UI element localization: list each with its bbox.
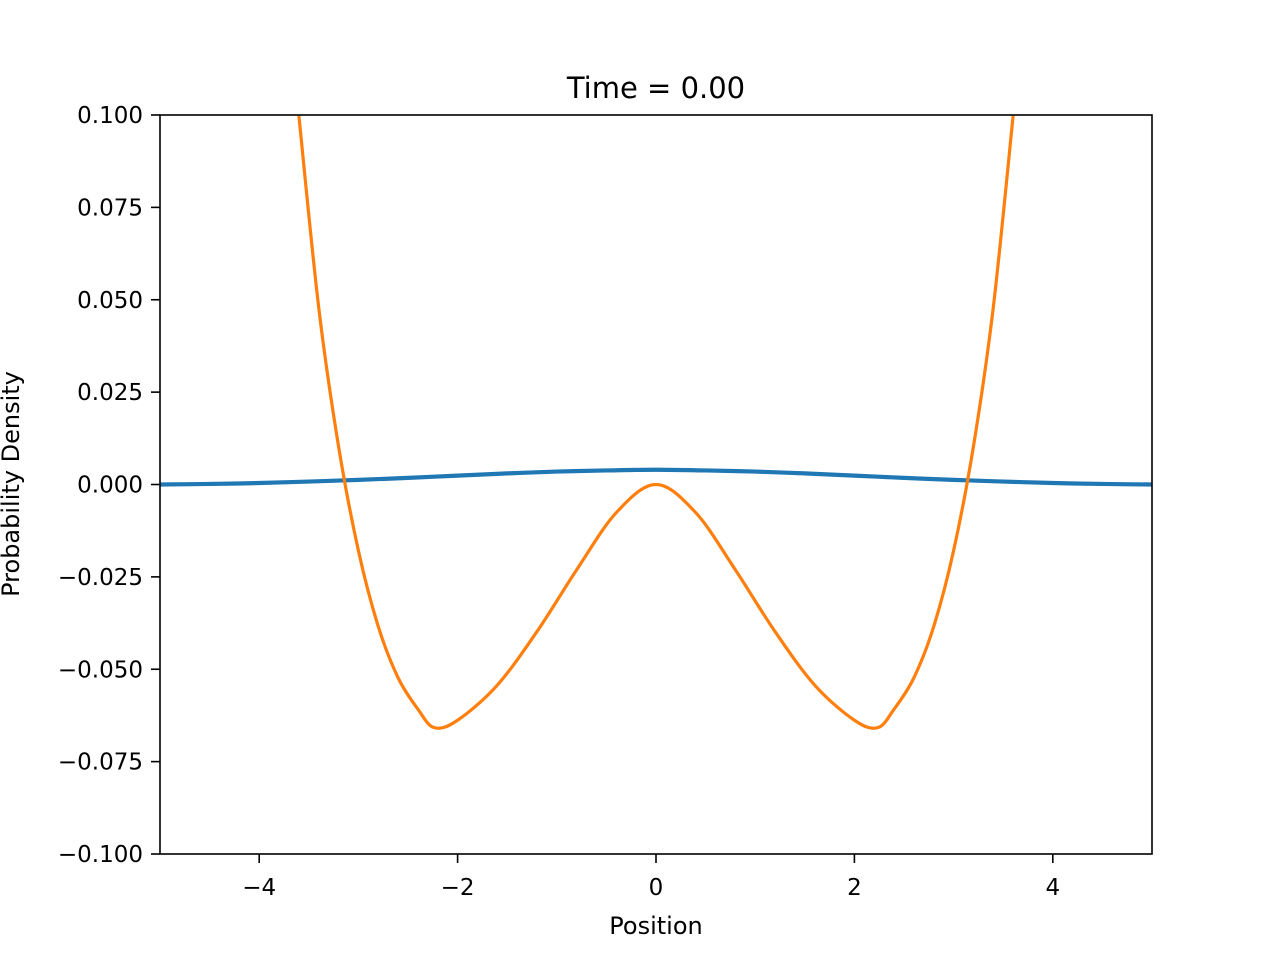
series-line-2 — [297, 115, 1015, 730]
y-tick-label: 0.000 — [77, 473, 143, 499]
y-tick-label: 0.075 — [77, 195, 143, 221]
x-tick-label: 4 — [1045, 875, 1060, 901]
y-tick-label: 0.025 — [77, 380, 143, 406]
x-axis-ticks: −4 −2 0 2 4 — [242, 854, 1060, 901]
x-axis-label: Position — [609, 912, 702, 940]
x-tick-label: 0 — [649, 875, 664, 901]
y-tick-label: −0.075 — [58, 750, 143, 776]
y-tick-label: −0.050 — [58, 657, 143, 683]
x-tick-label: 2 — [847, 875, 862, 901]
y-axis-label: Probability Density — [0, 371, 25, 597]
y-tick-label: 0.100 — [77, 103, 143, 129]
x-tick-label: −4 — [242, 875, 276, 901]
y-tick-label: −0.100 — [58, 842, 143, 868]
y-tick-label: −0.025 — [58, 565, 143, 591]
chart-title: Time = 0.00 — [566, 71, 745, 105]
series-line-1 — [160, 467, 1152, 487]
x-tick-label: −2 — [441, 875, 475, 901]
series-layer — [160, 115, 1152, 730]
y-axis-ticks: 0.100 0.075 0.050 0.025 0.000 −0.025 −0.050 −0.… — [58, 103, 160, 868]
y-tick-label: 0.050 — [77, 288, 143, 314]
